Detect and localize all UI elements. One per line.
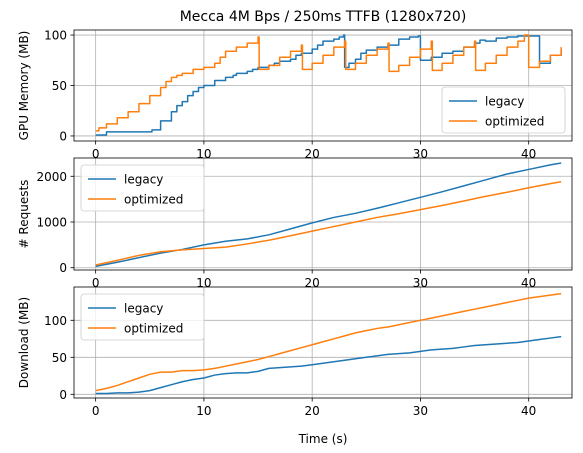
x-tick-label: 40	[521, 276, 536, 290]
x-tick-label: 10	[196, 276, 211, 290]
subplot-1: 0 10 20 30 40 0 50 100 GPU Memory (MB) legacy opti…	[17, 29, 573, 161]
y-axis-label: # Requests	[17, 180, 31, 249]
y-tick-label: 100	[44, 29, 67, 43]
series-line-optimized	[95, 181, 562, 266]
series-line-optimized	[95, 34, 562, 132]
y-tick-label: 0	[59, 129, 67, 143]
y-tick-label: 1000	[36, 216, 67, 230]
axes-frame	[73, 286, 573, 399]
legend-label-legacy: legacy	[485, 95, 524, 109]
legend: legacy optimized	[441, 86, 566, 134]
y-tick-label: 50	[52, 79, 67, 93]
x-tick-label: 40	[521, 147, 536, 161]
x-tick-label: 30	[413, 147, 428, 161]
x-tick-label: 30	[413, 404, 428, 418]
subplot-2: 0 10 20 30 40 0 1000 2000 # Requests legacy optimi…	[17, 157, 573, 290]
legend-label-optimized: optimized	[485, 115, 544, 129]
y-axis-label: Download (MB)	[17, 297, 31, 388]
series-line-legacy	[95, 335, 562, 395]
figure-title: Mecca 4M Bps / 250ms TTFB (1280x720)	[180, 9, 467, 25]
legend-label-legacy: legacy	[124, 302, 163, 316]
y-tick-label: 2000	[36, 170, 67, 184]
x-tick-label: 20	[305, 404, 320, 418]
subplot-3: 0 10 20 30 40 0 50 100 Download (MB) Time (s) lega…	[17, 286, 573, 446]
series-line-optimized	[95, 292, 562, 392]
y-tick-label: 0	[59, 388, 67, 402]
y-tick-label: 50	[52, 351, 67, 365]
x-tick-label: 0	[92, 276, 100, 290]
legend-label-legacy: legacy	[124, 173, 163, 187]
legend-label-optimized: optimized	[124, 322, 183, 336]
y-tick-label: 100	[44, 314, 67, 328]
x-tick-label: 10	[196, 404, 211, 418]
x-tick-label: 10	[196, 147, 211, 161]
x-tick-label: 20	[305, 276, 320, 290]
legend-label-optimized: optimized	[124, 193, 183, 207]
legend: legacy optimized	[80, 293, 205, 341]
x-axis-label: Time (s)	[298, 432, 348, 446]
x-tick-label: 30	[413, 276, 428, 290]
y-axis-label: GPU Memory (MB)	[17, 31, 31, 141]
x-tick-label: 20	[305, 147, 320, 161]
x-tick-label: 0	[92, 404, 100, 418]
y-tick-label: 0	[59, 261, 67, 275]
legend: legacy optimized	[80, 164, 205, 212]
x-tick-label: 40	[521, 404, 536, 418]
axes-frame	[73, 157, 573, 271]
x-tick-label: 0	[92, 147, 100, 161]
